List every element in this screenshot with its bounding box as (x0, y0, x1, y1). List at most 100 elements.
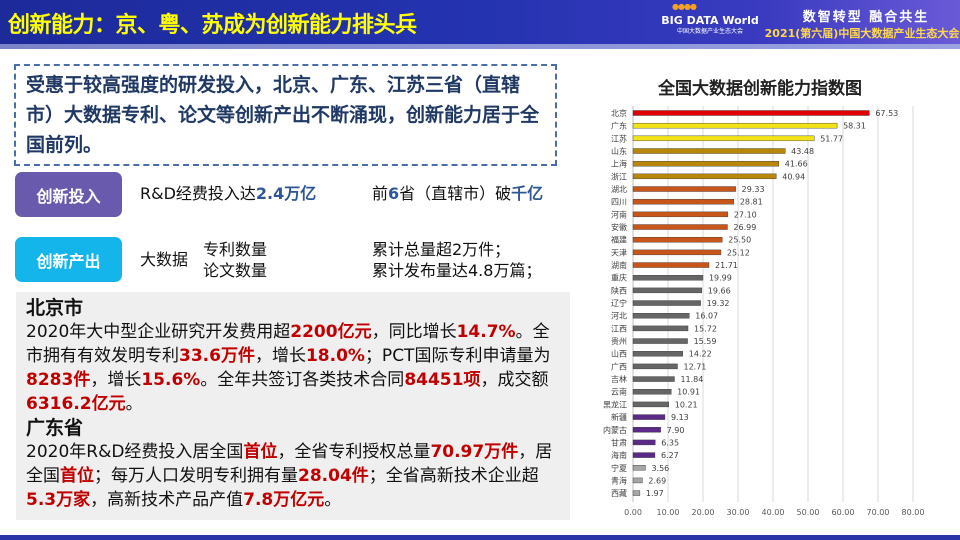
category-label: 海南 (611, 450, 627, 460)
data-label: 29.33 (742, 185, 765, 194)
category-label: 上海 (611, 159, 627, 169)
data-label: 2.69 (648, 476, 666, 485)
x-tick-label: 50.00 (797, 508, 820, 517)
highlight-value: 7.8万亿元 (243, 490, 325, 510)
bar (632, 351, 683, 357)
x-tick-label: 20.00 (692, 508, 715, 517)
text-segment: 2020年大中型企业研究开发费用超 (26, 322, 291, 342)
highlight-value: 5.3万家 (26, 490, 91, 510)
data-label: 58.31 (843, 122, 866, 131)
page-title: 创新能力：京、粤、苏成为创新能力排头兵 (8, 13, 417, 38)
highlight-value: 8283件 (26, 370, 91, 390)
data-label: 6.27 (661, 451, 679, 460)
text-segment: ，全省专利授权总量 (277, 442, 431, 462)
category-label: 湖北 (611, 185, 627, 194)
text-segment: ，居全国 (26, 442, 553, 486)
highlight-value: 84451项 (404, 370, 481, 390)
innovation-input-label: 创新投入 (15, 172, 122, 217)
highlight-value: 70.97万件 (430, 442, 519, 462)
category-label: 辽宁 (611, 298, 627, 308)
highlight-value: 18.0% (305, 346, 365, 366)
bar (632, 363, 678, 370)
category-label: 内蒙古 (603, 425, 627, 435)
bar (632, 211, 729, 218)
bar (632, 135, 815, 142)
logo-dots-icon: ●●●● (672, 2, 697, 11)
bar (632, 300, 701, 306)
bar (632, 275, 704, 281)
data-label: 19.66 (708, 286, 731, 295)
bar (632, 122, 838, 129)
data-label: 25.12 (727, 248, 750, 257)
x-tick-label: 10.00 (657, 508, 680, 517)
text: R&D经费投入达 (140, 184, 256, 203)
patent-value: 累计总量超2万件； (372, 240, 511, 259)
x-tick-label: 60.00 (832, 508, 855, 517)
category-label: 青海 (611, 475, 627, 485)
top6-provinces: 前6省（直辖市）破千亿 (372, 184, 543, 204)
category-label: 黑龙江 (603, 399, 627, 409)
category-label: 河南 (611, 209, 627, 219)
bar (632, 236, 723, 243)
beijing-title: 北京市 (26, 297, 84, 319)
text-segment: ；PCT国际专利申请量为 (364, 346, 551, 366)
bar (632, 452, 656, 458)
highlight-value: 15.6% (141, 370, 201, 390)
text: 省（直辖市）破 (399, 184, 512, 203)
data-label: 11.84 (680, 375, 703, 384)
data-label: 10.91 (677, 388, 700, 397)
bar (632, 490, 641, 496)
bar (632, 186, 736, 192)
footer-bar (0, 535, 960, 540)
bar (632, 465, 646, 471)
bar (632, 477, 643, 484)
data-label: 16.07 (695, 312, 718, 321)
data-label: 6.35 (661, 438, 679, 447)
category-label: 山西 (611, 349, 627, 359)
category-label: 云南 (611, 387, 627, 397)
bar (632, 414, 666, 420)
highlight: 2.4万亿 (255, 184, 317, 203)
bar (632, 325, 689, 332)
slogan: 数智转型 融合共生 (802, 10, 930, 25)
category-label: 山东 (611, 146, 627, 156)
category-label: 四川 (611, 198, 627, 207)
category-label: 广西 (611, 361, 627, 371)
data-label: 14.22 (689, 350, 712, 359)
text-segment: 。 (125, 394, 143, 414)
category-label: 西藏 (611, 488, 627, 498)
bar (632, 313, 690, 319)
logo-subtitle: 中国大数据产业生态大会 (676, 28, 743, 35)
x-tick-label: 70.00 (867, 508, 890, 517)
category-label: 安徽 (611, 222, 627, 232)
category-label: 陕西 (611, 285, 627, 295)
paper-label: 论文数量 (203, 261, 268, 280)
logo-text: BIG DATA World (661, 14, 759, 27)
data-label: 41.66 (785, 160, 808, 169)
text-segment: ，增长 (254, 346, 306, 366)
text-segment: ；每万人口发明专利拥有量 (94, 466, 298, 486)
data-label: 26.99 (733, 223, 756, 232)
bar (632, 160, 780, 167)
data-label: 27.10 (734, 210, 757, 219)
data-label: 15.72 (694, 324, 717, 333)
text-segment: ，高新技术产品产值 (90, 490, 244, 510)
bar (632, 224, 728, 230)
big-data-label: 大数据 (140, 250, 189, 269)
category-label: 贵州 (611, 336, 627, 346)
innovation-output-label: 创新产出 (15, 237, 122, 282)
header-divider (0, 44, 960, 49)
guangdong-text: 2020年R&D经费投入居全国首位，全省专利授权总量70.97万件，居全国首位；… (26, 440, 560, 512)
data-label: 40.94 (782, 172, 805, 181)
bar (632, 439, 656, 446)
chart-title: 全国大数据创新能力指数图 (658, 79, 862, 99)
bar (632, 249, 722, 256)
bar (632, 110, 870, 116)
category-label: 河北 (611, 311, 627, 321)
text-segment: ，成交额 (480, 370, 549, 390)
category-label: 吉林 (611, 374, 627, 384)
x-tick-label: 30.00 (727, 508, 750, 517)
data-label: 1.97 (646, 489, 664, 498)
text-segment: ，同比增长 (371, 322, 457, 342)
